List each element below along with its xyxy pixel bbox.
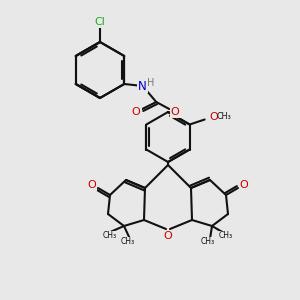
Text: O: O — [210, 112, 218, 122]
Text: H: H — [147, 78, 154, 88]
Text: O: O — [88, 180, 96, 190]
Text: CH₃: CH₃ — [217, 112, 231, 121]
Text: CH₃: CH₃ — [219, 232, 233, 241]
Text: Cl: Cl — [94, 17, 105, 27]
Text: CH₃: CH₃ — [103, 232, 117, 241]
Text: O: O — [240, 180, 248, 190]
Text: N: N — [138, 80, 147, 92]
Text: O: O — [132, 107, 141, 117]
Text: CH₃: CH₃ — [121, 238, 135, 247]
Text: CH₃: CH₃ — [201, 238, 215, 247]
Text: O: O — [171, 107, 180, 117]
Text: O: O — [164, 231, 172, 241]
